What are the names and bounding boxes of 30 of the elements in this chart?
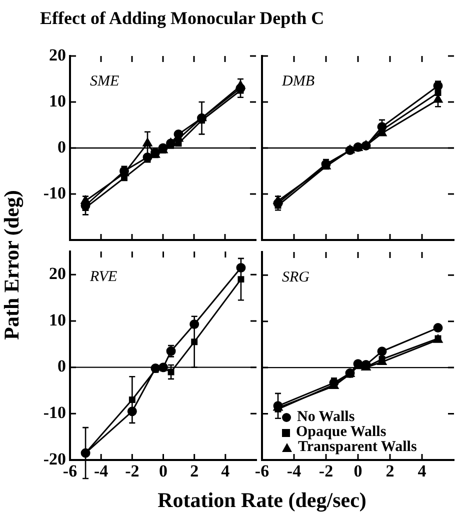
- legend-label: Opaque Walls: [296, 424, 386, 440]
- y-tick-label: -10: [43, 183, 66, 202]
- y-tick-label: -20: [43, 449, 66, 468]
- x-tick-label: 4: [221, 462, 230, 481]
- y-tick-label: -10: [43, 403, 66, 422]
- y-tick-label: 0: [58, 356, 66, 376]
- text: SRG: [282, 269, 310, 286]
- y-tick-label: 10: [49, 91, 66, 110]
- x-tick-label: -6: [254, 462, 270, 481]
- legend-label: Transparent Walls: [298, 439, 417, 455]
- x-tick-label: -4: [286, 462, 302, 481]
- legend-label: No Walls: [297, 409, 355, 425]
- text: RVE: [89, 268, 118, 285]
- y-tick-label: 10: [49, 310, 66, 330]
- text: SME: [90, 73, 120, 90]
- y-tick-label: 20: [49, 45, 66, 64]
- x-tick-label: 2: [190, 462, 199, 481]
- x-tick-label: 2: [386, 462, 394, 481]
- y-tick-label: 0: [58, 137, 66, 156]
- x-tick-label: 0: [159, 462, 168, 481]
- y-tick-label: 20: [49, 264, 66, 284]
- x-tick-label: -4: [94, 462, 109, 481]
- x-axis-title: Rotation Rate (deg/sec): [158, 488, 366, 513]
- y-axis-title: Path Error (deg): [0, 190, 24, 340]
- text: DMB: [281, 73, 314, 90]
- x-tick-label: 0: [354, 462, 362, 481]
- x-tick-label: -2: [125, 462, 140, 481]
- x-tick-label: 4: [418, 462, 427, 481]
- x-tick-label: -2: [318, 462, 334, 481]
- text: Effect of Adding Monocular Depth C: [40, 8, 324, 29]
